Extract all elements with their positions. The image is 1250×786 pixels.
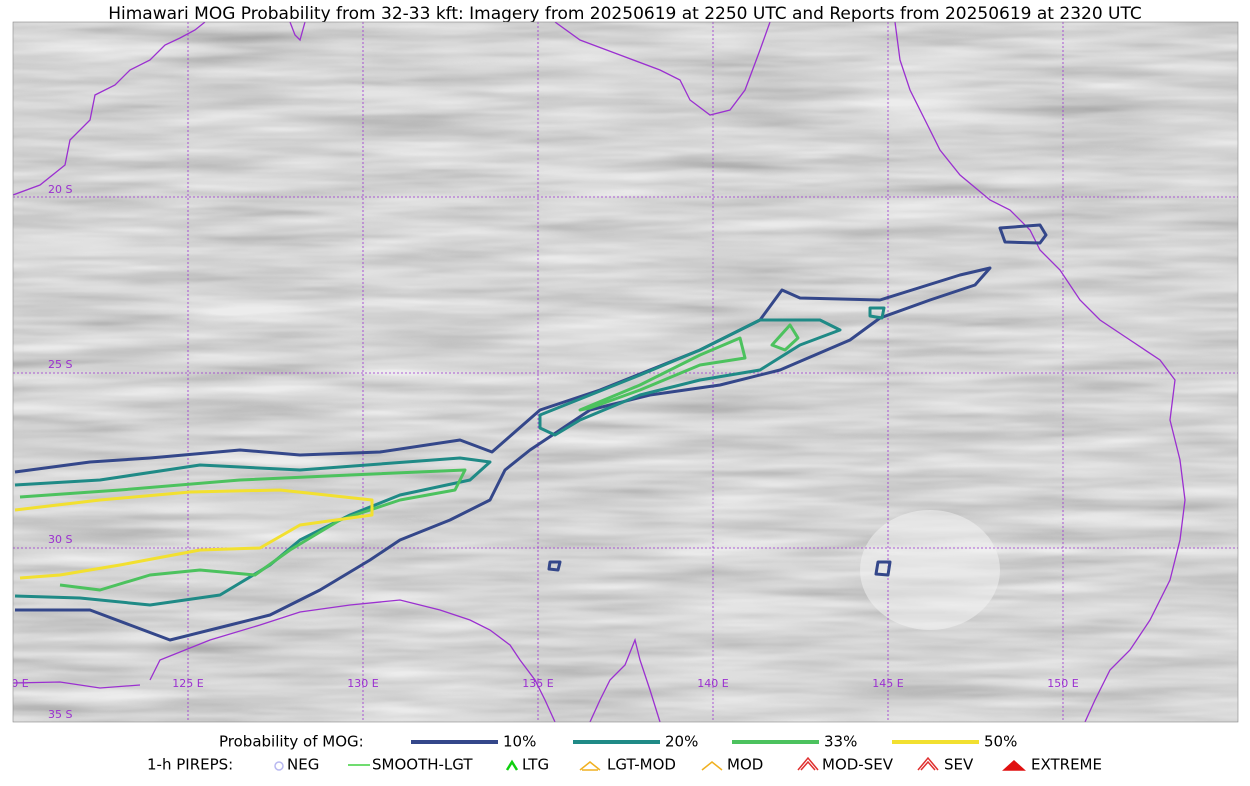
contour <box>538 318 842 437</box>
legend-label: 33% <box>824 733 857 751</box>
coastlines <box>13 22 1186 722</box>
pirep-label: SEV <box>944 756 974 774</box>
pireps-title: 1-h PIREPS: <box>147 756 233 774</box>
icon <box>505 759 519 771</box>
pirep-icons <box>274 756 1026 771</box>
lat-label: 25 S <box>48 358 72 371</box>
pirep-label: NEG <box>287 756 319 774</box>
legend-label: 20% <box>665 733 698 751</box>
contours <box>14 223 1048 642</box>
contour <box>578 336 747 412</box>
lon-label: 120 E <box>0 677 29 690</box>
lon-label: 150 E <box>1047 677 1078 690</box>
lon-label: 130 E <box>347 677 378 690</box>
icon <box>917 756 939 771</box>
coastline <box>589 637 661 722</box>
lat-label: 35 S <box>48 708 72 721</box>
coastline <box>13 681 141 689</box>
pirep-label: SMOOTH-LGT <box>372 756 473 774</box>
lon-label: 125 E <box>172 677 203 690</box>
coastline <box>13 22 206 196</box>
coastline <box>289 22 306 42</box>
lon-label: 145 E <box>872 677 903 690</box>
icon <box>579 761 601 771</box>
legend-title: Probability of MOG: <box>219 733 364 751</box>
icon <box>1002 759 1026 771</box>
grid <box>13 22 1238 722</box>
pirep-label: MOD-SEV <box>822 756 894 774</box>
pirep-label: LGT-MOD <box>607 756 676 774</box>
cloud-texture <box>13 22 1238 722</box>
pirep-label: MOD <box>727 756 763 774</box>
map-labels: 20 S 25 S 30 S 35 S 120 E 125 E 130 E 135 E 140 … <box>0 183 1079 721</box>
contour <box>770 323 800 352</box>
map-frame <box>12 21 1239 723</box>
contour <box>998 223 1048 245</box>
lat-label: 30 S <box>48 533 72 546</box>
lat-label: 20 S <box>48 183 72 196</box>
coastline <box>894 22 1186 722</box>
lon-label: 140 E <box>697 677 728 690</box>
map: 20 S 25 S 30 S 35 S 120 E 125 E 130 E 135 E 140 … <box>0 22 1238 722</box>
contour <box>874 560 892 577</box>
icon <box>797 756 819 771</box>
lon-label: 135 E <box>522 677 553 690</box>
coastline <box>149 599 556 722</box>
coastline <box>554 22 771 116</box>
legend-label: 10% <box>503 733 536 751</box>
contour <box>868 306 886 320</box>
contour <box>547 560 562 572</box>
legend-label: 50% <box>984 733 1017 751</box>
contour <box>14 266 992 642</box>
contour <box>19 468 467 592</box>
pirep-label: LTG <box>522 756 549 774</box>
legend: Probability of MOG: 1-h PIREPS: 10% 20% 33… <box>147 733 1102 774</box>
icon <box>274 761 284 771</box>
title: Himawari MOG Probability from 32-33 kft:… <box>108 4 1142 24</box>
icon <box>701 761 723 771</box>
cloud-bright <box>860 510 1000 630</box>
contour <box>14 456 492 607</box>
contour <box>14 488 374 580</box>
pirep-label: EXTREME <box>1031 756 1102 774</box>
